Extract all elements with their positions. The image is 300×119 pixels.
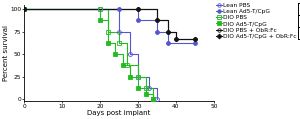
X-axis label: Days post implant: Days post implant <box>87 110 151 116</box>
Legend: Lean PBS, Lean Ad5-T/CpG, DIO PBS, DIO Ad5-T/CpG, DIO PBS + ObR:Fc, DIO Ad5-T/Cp: Lean PBS, Lean Ad5-T/CpG, DIO PBS, DIO A… <box>216 3 297 39</box>
Y-axis label: Percent survival: Percent survival <box>3 25 9 81</box>
